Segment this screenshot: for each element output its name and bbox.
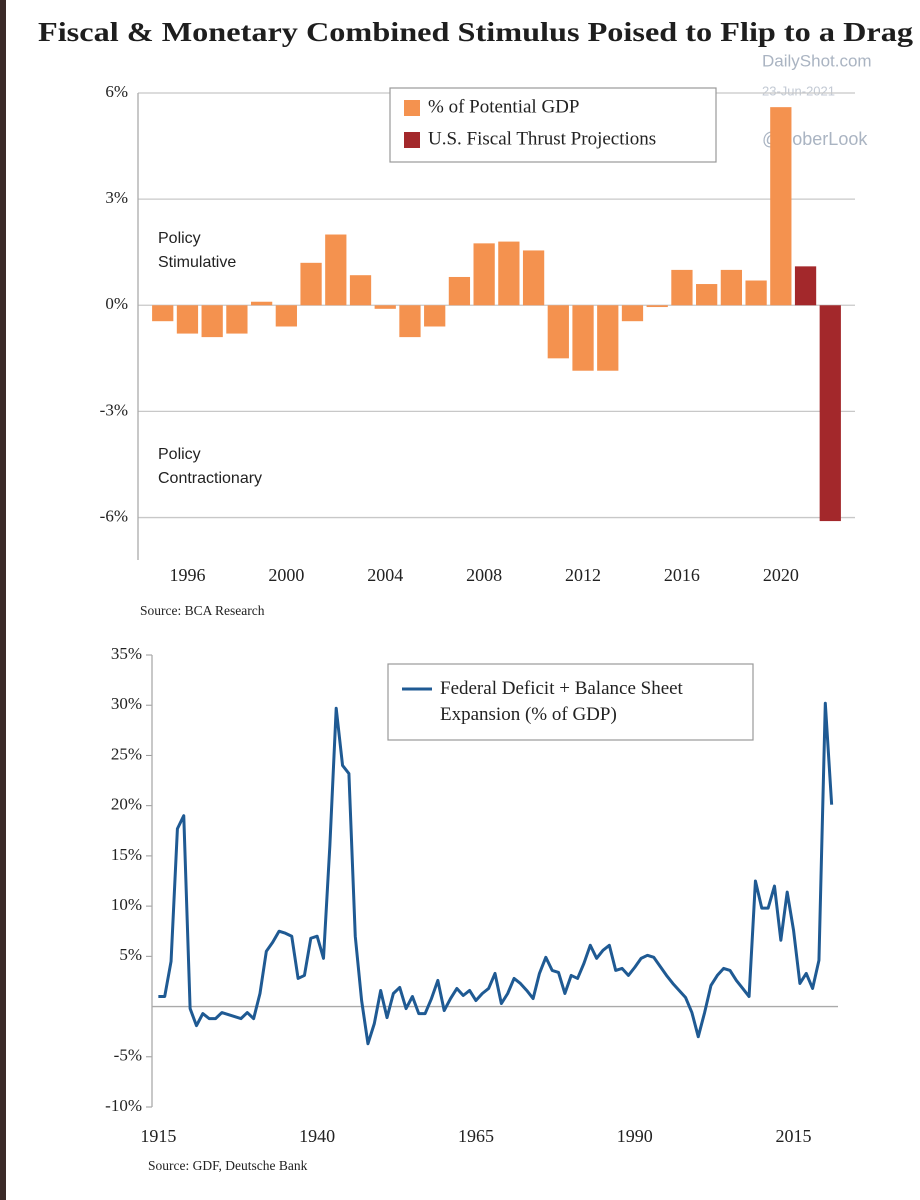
y-tick-label: 10% [111,895,142,914]
bar [621,305,644,322]
x-tick-label: 1990 [617,1126,653,1146]
left-border [0,0,6,1200]
watermark: DailyShot.com [762,51,872,70]
y-tick-label: 5% [119,945,142,964]
page-title: Fiscal & Monetary Combined Stimulus Pois… [38,17,914,47]
bar [745,280,767,306]
x-tick-label: 2016 [664,565,700,585]
y-tick-label: 6% [105,82,128,101]
y-tick-label: -5% [114,1046,142,1065]
legend-box [389,87,717,163]
bar [794,266,817,306]
annotation: Policy Contractionary [158,446,263,487]
y-tick-label: 30% [111,694,142,713]
x-tick-label: 2020 [763,565,799,585]
bar [473,243,495,306]
y-tick-label: -3% [100,400,128,419]
legend-label: U.S. Fiscal Thrust Projections [428,128,656,149]
y-tick-label: 20% [111,795,142,814]
y-tick-label: 0% [105,294,128,313]
bar [176,305,199,334]
y-tick-label: 35% [111,644,142,663]
x-tick-label: 1940 [299,1126,335,1146]
y-tick-label: 25% [111,744,142,763]
annotation: Policy Stimulative [158,230,237,271]
bar [547,305,569,359]
bar [819,305,841,522]
bar [522,250,545,306]
bar [374,305,396,309]
bar [399,305,421,338]
y-tick-label: -6% [100,506,128,525]
legend-swatch [404,132,420,148]
source-note: Source: BCA Research [140,603,265,618]
bar [250,301,273,306]
x-tick-label: 1965 [458,1126,494,1146]
series-line [158,701,834,1046]
bar [671,269,693,306]
bar [325,234,347,306]
bar [201,305,223,338]
legend-box [387,663,754,741]
y-tick-label: 3% [105,188,128,207]
bar [152,305,174,322]
x-tick-label: 2015 [776,1126,812,1146]
bar [498,241,520,306]
bar [646,305,668,308]
bar [448,276,471,306]
x-tick-label: 2004 [367,565,403,585]
bar [597,305,619,371]
y-tick-label: -10% [105,1096,142,1115]
watermark: 23-Jun-2021 [762,83,835,98]
y-tick-label: 15% [111,845,142,864]
x-tick-label: 2008 [466,565,502,585]
x-tick-label: 1915 [140,1126,176,1146]
bar [349,275,372,306]
bar [226,305,248,334]
legend-label: % of Potential GDP [428,96,579,117]
bar [572,305,594,371]
bar [275,305,297,327]
bar [770,107,792,306]
x-tick-label: 2012 [565,565,601,585]
bar [300,262,322,306]
bar [696,284,718,306]
x-tick-label: 2000 [268,565,304,585]
legend-label: Federal Deficit + Balance Sheet Expansio… [440,678,683,725]
bar [720,269,743,306]
legend-swatch [404,100,420,116]
source-note: Source: GDF, Deutsche Bank [148,1158,308,1173]
x-tick-label: 1996 [169,565,205,585]
bar [424,305,446,327]
